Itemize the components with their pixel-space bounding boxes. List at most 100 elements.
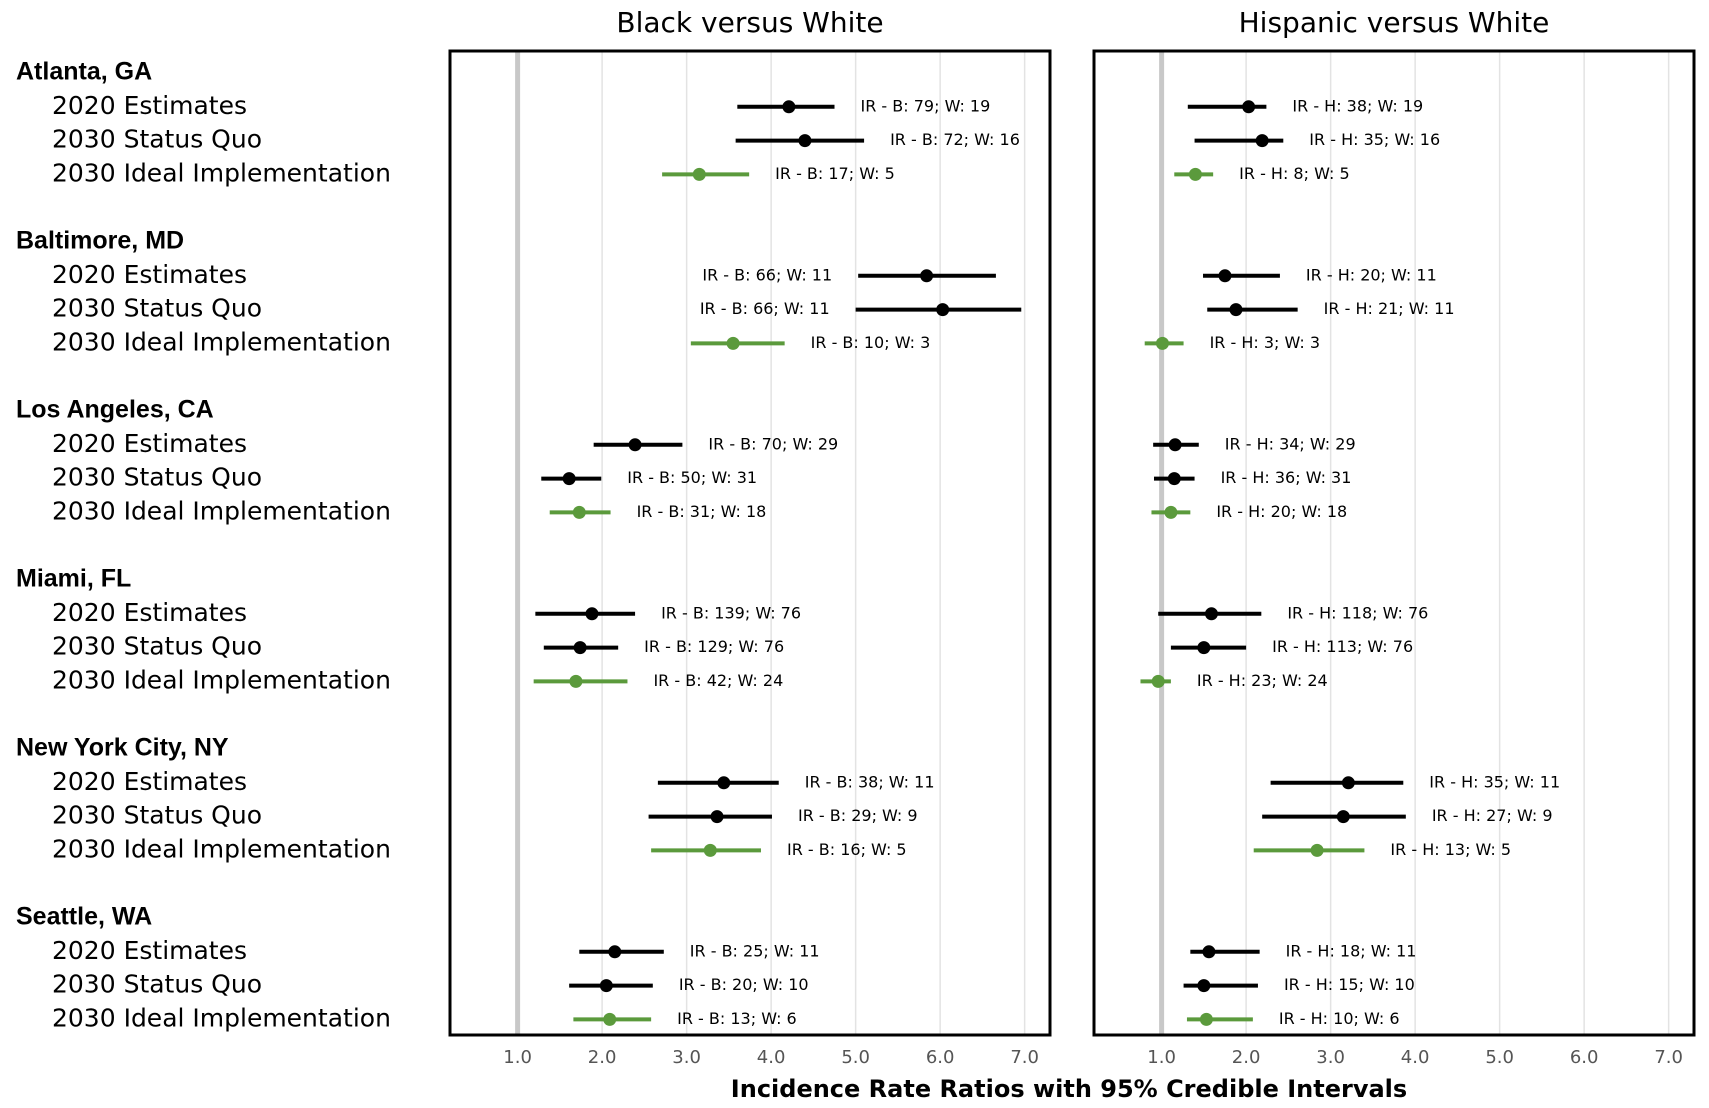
x-tick-label: 2.0 bbox=[588, 1047, 617, 1068]
interval-annotation: IR - B: 139; W: 76 bbox=[661, 603, 801, 622]
interval-annotation: IR - B: 66; W: 11 bbox=[700, 299, 830, 318]
point-estimate bbox=[1199, 1012, 1213, 1026]
point-estimate bbox=[1204, 607, 1218, 621]
group-label: Atlanta, GA bbox=[16, 58, 152, 86]
group-label: Seattle, WA bbox=[16, 903, 152, 931]
x-tick-label: 3.0 bbox=[672, 1047, 701, 1068]
panel-frame bbox=[1092, 49, 1696, 1037]
row-label: 2030 Status Quo bbox=[52, 970, 262, 999]
interval-annotation: IR - B: 16; W: 5 bbox=[787, 840, 907, 859]
point-estimate bbox=[1336, 810, 1350, 824]
row-label: 2030 Status Quo bbox=[52, 294, 262, 323]
row-label: 2020 Estimates bbox=[52, 936, 247, 965]
point-estimate bbox=[798, 134, 812, 148]
group-label: Miami, FL bbox=[16, 565, 131, 593]
point-estimate bbox=[1229, 303, 1243, 317]
row-label: 2020 Estimates bbox=[52, 598, 247, 627]
point-estimate bbox=[1202, 945, 1216, 959]
x-tick-label: 1.0 bbox=[503, 1047, 532, 1068]
point-estimate bbox=[1188, 167, 1202, 181]
row-label: 2030 Status Quo bbox=[52, 801, 262, 830]
row-label: 2020 Estimates bbox=[52, 91, 247, 120]
interval-annotation: IR - H: 118; W: 76 bbox=[1287, 603, 1428, 622]
interval-annotation: IR - H: 3; W: 3 bbox=[1210, 333, 1320, 352]
x-tick-label: 2.0 bbox=[1232, 1047, 1261, 1068]
point-estimate bbox=[1310, 843, 1324, 857]
x-tick-label: 7.0 bbox=[1654, 1047, 1683, 1068]
x-tick-label: 3.0 bbox=[1316, 1047, 1345, 1068]
interval-annotation: IR - H: 34; W: 29 bbox=[1225, 434, 1356, 453]
interval-annotation: IR - B: 66; W: 11 bbox=[702, 265, 832, 284]
point-estimate bbox=[603, 1012, 617, 1026]
interval-annotation: IR - B: 17; W: 5 bbox=[775, 164, 895, 183]
row-label: 2020 Estimates bbox=[52, 767, 247, 796]
group-label: Los Angeles, CA bbox=[16, 396, 214, 424]
point-estimate bbox=[569, 674, 583, 688]
point-estimate bbox=[608, 945, 622, 959]
interval-annotation: IR - B: 20; W: 10 bbox=[679, 975, 809, 994]
row-label: 2030 Status Quo bbox=[52, 125, 262, 154]
point-estimate bbox=[1242, 100, 1256, 114]
interval-annotation: IR - B: 72; W: 16 bbox=[890, 130, 1020, 149]
point-estimate bbox=[1341, 776, 1355, 790]
row-label: 2030 Status Quo bbox=[52, 632, 262, 661]
point-estimate bbox=[782, 100, 796, 114]
interval-annotation: IR - H: 18; W: 11 bbox=[1286, 941, 1417, 960]
group-label: New York City, NY bbox=[16, 734, 229, 762]
interval-annotation: IR - B: 50; W: 31 bbox=[627, 468, 757, 487]
point-estimate bbox=[573, 641, 587, 655]
row-label: 2020 Estimates bbox=[52, 429, 247, 458]
interval-annotation: IR - B: 129; W: 76 bbox=[644, 637, 784, 656]
row-label: 2030 Ideal Implementation bbox=[52, 665, 391, 694]
group-label: Baltimore, MD bbox=[16, 227, 184, 255]
interval-annotation: IR - B: 70; W: 29 bbox=[708, 434, 838, 453]
interval-annotation: IR - H: 23; W: 24 bbox=[1197, 671, 1328, 690]
x-tick-label: 6.0 bbox=[926, 1047, 955, 1068]
point-estimate bbox=[936, 303, 950, 317]
x-tick-label: 1.0 bbox=[1147, 1047, 1176, 1068]
interval-annotation: IR - H: 113; W: 76 bbox=[1272, 637, 1413, 656]
interval-annotation: IR - H: 21; W: 11 bbox=[1324, 299, 1455, 318]
interval-annotation: IR - H: 13; W: 5 bbox=[1390, 840, 1511, 859]
x-tick-label: 4.0 bbox=[1401, 1047, 1430, 1068]
point-estimate bbox=[1255, 134, 1269, 148]
point-estimate bbox=[572, 505, 586, 519]
x-tick-label: 7.0 bbox=[1010, 1047, 1039, 1068]
panel-title: Black versus White bbox=[616, 6, 883, 39]
interval-annotation: IR - B: 42; W: 24 bbox=[653, 671, 783, 690]
x-axis-title: Incidence Rate Ratios with 95% Credible … bbox=[731, 1075, 1407, 1103]
interval-annotation: IR - H: 10; W: 6 bbox=[1279, 1009, 1400, 1028]
interval-annotation: IR - H: 27; W: 9 bbox=[1432, 806, 1553, 825]
row-label: 2030 Ideal Implementation bbox=[52, 158, 391, 187]
point-estimate bbox=[717, 776, 731, 790]
point-estimate bbox=[599, 979, 613, 993]
point-estimate bbox=[1197, 641, 1211, 655]
point-estimate bbox=[1155, 336, 1169, 350]
interval-annotation: IR - H: 20; W: 11 bbox=[1306, 265, 1437, 284]
row-label: 2030 Ideal Implementation bbox=[52, 834, 391, 863]
interval-annotation: IR - H: 35; W: 16 bbox=[1309, 130, 1440, 149]
x-tick-label: 5.0 bbox=[841, 1047, 870, 1068]
interval-annotation: IR - H: 20; W: 18 bbox=[1216, 502, 1347, 521]
x-tick-label: 6.0 bbox=[1570, 1047, 1599, 1068]
interval-annotation: IR - H: 35; W: 11 bbox=[1429, 772, 1560, 791]
interval-annotation: IR - B: 31; W: 18 bbox=[637, 502, 767, 521]
interval-annotation: IR - H: 8; W: 5 bbox=[1239, 164, 1349, 183]
panel-title: Hispanic versus White bbox=[1239, 6, 1550, 39]
point-estimate bbox=[726, 336, 740, 350]
point-estimate bbox=[628, 438, 642, 452]
interval-annotation: IR - H: 36; W: 31 bbox=[1221, 468, 1352, 487]
row-label: 2030 Ideal Implementation bbox=[52, 496, 391, 525]
interval-annotation: IR - H: 15; W: 10 bbox=[1284, 975, 1415, 994]
interval-annotation: IR - B: 13; W: 6 bbox=[677, 1009, 797, 1028]
point-estimate bbox=[562, 472, 576, 486]
point-estimate bbox=[703, 843, 717, 857]
point-estimate bbox=[1164, 505, 1178, 519]
point-estimate bbox=[920, 269, 934, 283]
row-label: 2020 Estimates bbox=[52, 260, 247, 289]
panel-frame bbox=[448, 49, 1052, 1037]
point-estimate bbox=[1167, 472, 1181, 486]
x-tick-label: 5.0 bbox=[1485, 1047, 1514, 1068]
interval-annotation: IR - B: 38; W: 11 bbox=[805, 772, 935, 791]
